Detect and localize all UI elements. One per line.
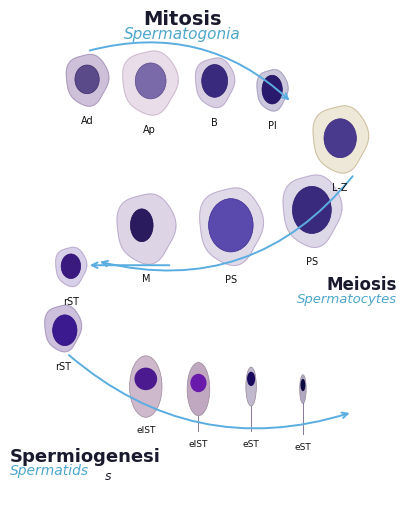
Polygon shape bbox=[45, 305, 81, 352]
Text: eST: eST bbox=[243, 440, 260, 449]
Ellipse shape bbox=[202, 65, 228, 97]
Ellipse shape bbox=[324, 119, 356, 158]
Ellipse shape bbox=[53, 315, 77, 346]
Text: PS: PS bbox=[225, 275, 237, 285]
Text: elST: elST bbox=[136, 426, 156, 436]
Text: Meiosis: Meiosis bbox=[326, 276, 397, 294]
Text: rST: rST bbox=[55, 362, 71, 372]
Polygon shape bbox=[117, 194, 176, 264]
Polygon shape bbox=[283, 175, 342, 247]
Ellipse shape bbox=[130, 209, 153, 242]
Text: rST: rST bbox=[63, 297, 79, 307]
Text: elST: elST bbox=[189, 440, 208, 450]
Ellipse shape bbox=[75, 65, 99, 94]
Ellipse shape bbox=[247, 372, 255, 386]
Text: B: B bbox=[211, 118, 218, 128]
Ellipse shape bbox=[301, 379, 305, 391]
Ellipse shape bbox=[292, 186, 331, 233]
Ellipse shape bbox=[190, 374, 207, 392]
Ellipse shape bbox=[135, 63, 166, 99]
Text: Mitosis: Mitosis bbox=[143, 10, 222, 29]
Text: PS: PS bbox=[306, 257, 318, 267]
Polygon shape bbox=[66, 54, 109, 106]
Ellipse shape bbox=[134, 368, 157, 390]
Ellipse shape bbox=[300, 375, 306, 403]
Text: Pl: Pl bbox=[268, 121, 277, 132]
Ellipse shape bbox=[130, 356, 162, 417]
Ellipse shape bbox=[262, 75, 282, 104]
Ellipse shape bbox=[187, 362, 210, 416]
Text: Spermatids: Spermatids bbox=[10, 464, 89, 478]
Text: Ap: Ap bbox=[143, 125, 156, 135]
Polygon shape bbox=[196, 58, 235, 108]
Text: L-Z: L-Z bbox=[333, 183, 348, 193]
Text: eST: eST bbox=[294, 443, 311, 453]
Polygon shape bbox=[123, 51, 178, 115]
Ellipse shape bbox=[209, 199, 253, 252]
Polygon shape bbox=[313, 106, 369, 173]
Text: Spermatocytes: Spermatocytes bbox=[297, 293, 397, 306]
Text: s: s bbox=[104, 470, 111, 483]
Text: Spermiogenesi: Spermiogenesi bbox=[10, 448, 161, 466]
Polygon shape bbox=[200, 188, 264, 266]
Text: Ad: Ad bbox=[81, 116, 94, 126]
Ellipse shape bbox=[246, 367, 256, 406]
Polygon shape bbox=[56, 247, 87, 287]
Polygon shape bbox=[257, 70, 288, 111]
Text: M: M bbox=[142, 274, 150, 284]
Ellipse shape bbox=[61, 254, 81, 279]
Text: Spermatogonia: Spermatogonia bbox=[124, 27, 241, 41]
